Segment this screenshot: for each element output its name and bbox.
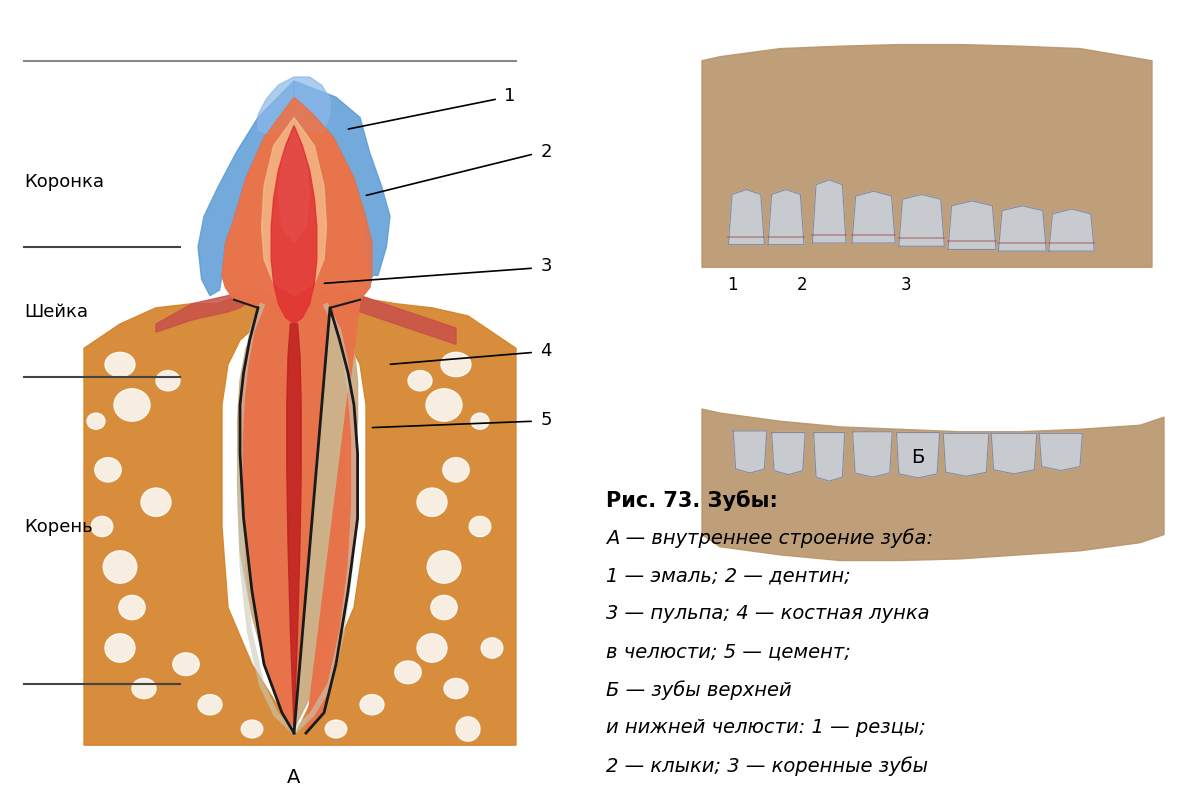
Polygon shape <box>287 324 301 729</box>
Ellipse shape <box>95 458 121 482</box>
Polygon shape <box>812 180 846 243</box>
Ellipse shape <box>408 371 432 391</box>
Ellipse shape <box>426 389 462 421</box>
Text: А: А <box>287 768 301 787</box>
Text: А — внутреннее строение зуба:: А — внутреннее строение зуба: <box>606 528 934 548</box>
Ellipse shape <box>360 695 384 715</box>
Ellipse shape <box>443 458 469 482</box>
Ellipse shape <box>431 595 457 620</box>
Ellipse shape <box>456 717 480 741</box>
Text: 3 — пульпа; 4 — костная лунка: 3 — пульпа; 4 — костная лунка <box>606 604 930 623</box>
Polygon shape <box>278 130 310 243</box>
Ellipse shape <box>142 488 172 517</box>
Text: Б — зубы верхней: Б — зубы верхней <box>606 680 792 700</box>
Ellipse shape <box>114 389 150 421</box>
Text: 1: 1 <box>504 87 516 104</box>
Polygon shape <box>896 433 940 478</box>
Text: Б: Б <box>911 448 925 467</box>
Polygon shape <box>991 433 1037 474</box>
Text: в челюсти; 5 — цемент;: в челюсти; 5 — цемент; <box>606 642 851 661</box>
Text: и нижней челюсти: 1 — резцы;: и нижней челюсти: 1 — резцы; <box>606 718 926 737</box>
Ellipse shape <box>119 595 145 620</box>
Ellipse shape <box>470 413 490 429</box>
Polygon shape <box>1039 433 1082 471</box>
Text: Коронка: Коронка <box>24 173 104 191</box>
Ellipse shape <box>427 551 461 583</box>
Polygon shape <box>814 433 845 481</box>
Ellipse shape <box>198 695 222 715</box>
Polygon shape <box>948 201 996 249</box>
Text: 2: 2 <box>540 143 552 161</box>
Polygon shape <box>258 77 330 134</box>
Ellipse shape <box>241 720 263 738</box>
Polygon shape <box>772 433 805 475</box>
Ellipse shape <box>106 352 134 377</box>
Text: 3: 3 <box>540 257 552 275</box>
Polygon shape <box>768 190 804 245</box>
Ellipse shape <box>395 661 421 684</box>
Text: Рис. 73. Зубы:: Рис. 73. Зубы: <box>606 490 778 511</box>
Polygon shape <box>702 409 1164 561</box>
Polygon shape <box>222 97 372 733</box>
Polygon shape <box>222 97 372 733</box>
Ellipse shape <box>418 633 446 663</box>
Polygon shape <box>294 81 390 288</box>
Ellipse shape <box>442 352 470 377</box>
Text: 1: 1 <box>727 276 737 294</box>
Polygon shape <box>278 130 310 243</box>
Ellipse shape <box>325 720 347 738</box>
Polygon shape <box>262 117 326 296</box>
Polygon shape <box>728 190 764 245</box>
Ellipse shape <box>88 413 106 429</box>
Text: Шейка: Шейка <box>24 303 88 321</box>
Ellipse shape <box>418 488 446 517</box>
Text: 5: 5 <box>540 411 552 428</box>
Text: 2: 2 <box>797 276 806 294</box>
Ellipse shape <box>103 551 137 583</box>
Text: Корень: Корень <box>24 518 92 535</box>
Ellipse shape <box>173 653 199 676</box>
Ellipse shape <box>132 679 156 698</box>
Ellipse shape <box>156 371 180 391</box>
Text: 2 — клыки; 3 — коренные зубы: 2 — клыки; 3 — коренные зубы <box>606 757 928 776</box>
Polygon shape <box>198 81 294 296</box>
Polygon shape <box>1049 209 1094 251</box>
Ellipse shape <box>481 638 503 658</box>
Polygon shape <box>156 288 456 344</box>
Ellipse shape <box>106 633 134 663</box>
Text: 1 — эмаль; 2 — дентин;: 1 — эмаль; 2 — дентин; <box>606 566 851 585</box>
Ellipse shape <box>444 679 468 698</box>
Polygon shape <box>733 431 767 473</box>
Polygon shape <box>84 296 516 745</box>
Polygon shape <box>262 117 326 296</box>
Polygon shape <box>271 126 317 324</box>
Polygon shape <box>852 191 895 243</box>
Polygon shape <box>852 432 892 477</box>
Polygon shape <box>943 433 989 476</box>
Text: 3: 3 <box>901 276 911 294</box>
Polygon shape <box>702 45 1152 267</box>
Polygon shape <box>238 304 358 729</box>
Ellipse shape <box>91 517 113 537</box>
Polygon shape <box>998 206 1046 251</box>
Text: 4: 4 <box>540 342 552 360</box>
Ellipse shape <box>469 517 491 537</box>
Polygon shape <box>899 194 944 246</box>
